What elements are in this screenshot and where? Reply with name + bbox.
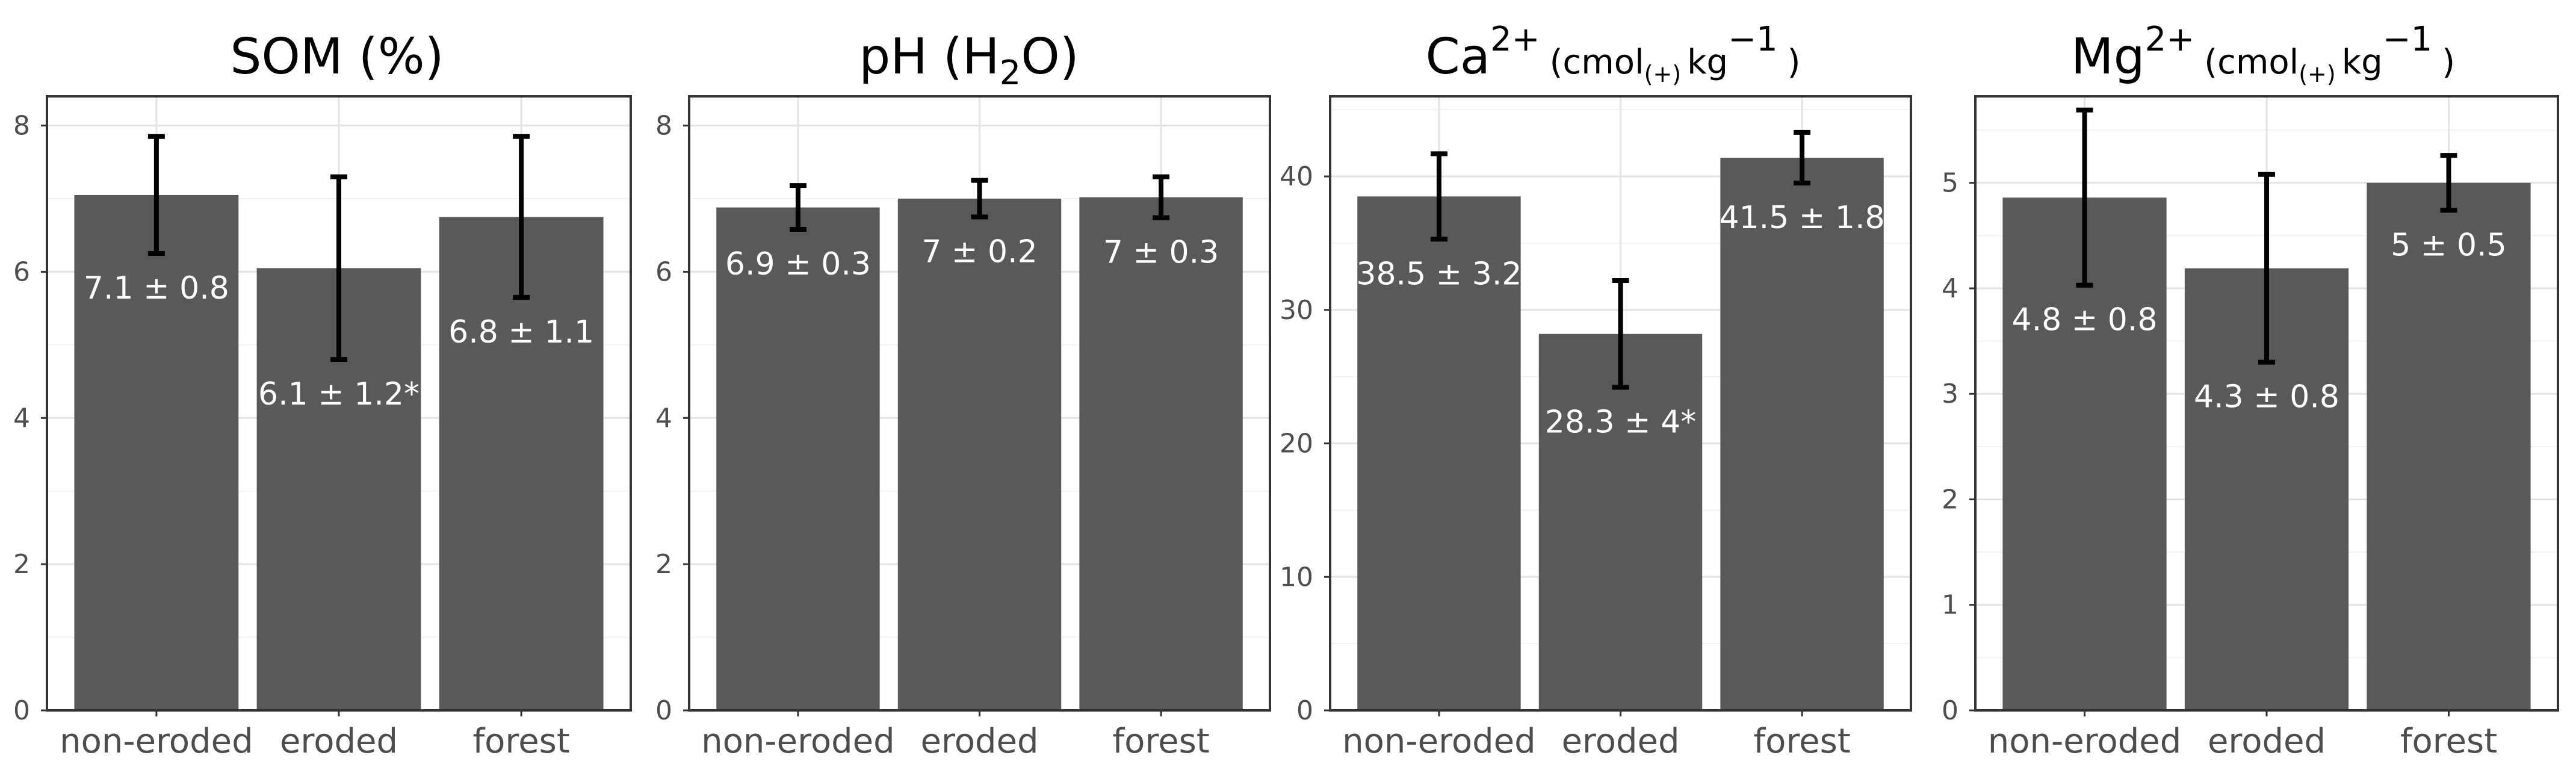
error-bar-eroded bbox=[1612, 278, 1629, 390]
bar-value-label: 38.5 ± 3.2 bbox=[1356, 256, 1522, 292]
title-part: 2+ bbox=[2145, 20, 2195, 59]
bar-forest bbox=[2367, 182, 2531, 711]
y-tick-label: 2 bbox=[1942, 484, 1958, 515]
bar-eroded bbox=[897, 199, 1062, 710]
error-bar-forest bbox=[513, 134, 530, 300]
panel-border bbox=[46, 95, 632, 712]
x-tick-label: eroded bbox=[1561, 722, 1679, 761]
error-bar-forest bbox=[2440, 153, 2457, 213]
x-tick-label: eroded bbox=[920, 722, 1038, 761]
title-part: kg bbox=[1687, 43, 1728, 82]
bar-non-eroded bbox=[716, 207, 880, 711]
title-part: O) bbox=[1021, 28, 1079, 85]
panel-title: SOM (%) bbox=[230, 28, 444, 85]
y-tick-label: 20 bbox=[1280, 429, 1313, 459]
panel-title: Mg2+(cmol(+) kg−1) bbox=[2071, 20, 2455, 87]
bar-value-label: 41.5 ± 1.8 bbox=[1720, 200, 1885, 236]
bar-forest bbox=[1079, 197, 1243, 711]
panel-border bbox=[1329, 95, 1912, 712]
x-tick-label: forest bbox=[2400, 722, 2497, 761]
title-part: (cmol bbox=[2204, 43, 2299, 82]
error-bar-eroded bbox=[971, 178, 988, 220]
title-part: 2+ bbox=[1490, 20, 1540, 59]
y-tick-label: 30 bbox=[1280, 295, 1313, 326]
bar-value-label: 7.1 ± 0.8 bbox=[84, 270, 229, 306]
bar-eroded bbox=[1538, 334, 1703, 710]
title-part: ) bbox=[1788, 43, 1801, 82]
bar-value-label: 4.8 ± 0.8 bbox=[2011, 302, 2157, 338]
x-tick-label: forest bbox=[1112, 722, 1209, 761]
y-tick-label: 2 bbox=[655, 549, 672, 580]
x-tick-label: forest bbox=[1753, 722, 1850, 761]
y-tick-label: 4 bbox=[13, 403, 30, 433]
error-bar-non-eroded bbox=[789, 183, 807, 232]
y-tick-label: 1 bbox=[1942, 590, 1958, 621]
y-tick-label: 2 bbox=[13, 549, 30, 580]
bar-forest bbox=[1720, 158, 1884, 710]
bar-non-eroded bbox=[1357, 196, 1521, 711]
y-tick-label: 0 bbox=[655, 695, 672, 726]
error-bar-non-eroded bbox=[1430, 151, 1447, 242]
error-bar-non-eroded bbox=[147, 134, 165, 256]
title-part: Mg bbox=[2071, 28, 2145, 85]
panel-mg: 0 1 2 3 4 5 4.8 ± 0.8 4.3 ± 0.8 5 ± 0.5 non-erode… bbox=[1942, 20, 2559, 761]
panel-border bbox=[688, 95, 1271, 712]
y-tick-label: 6 bbox=[13, 256, 30, 287]
panel-ca: 0 10 20 30 40 38.5 ± 3.2 28.3 ± 4* 41.5 ± 1.8 no… bbox=[1280, 20, 1912, 761]
x-tick-label: non-eroded bbox=[701, 722, 895, 761]
bar-value-label: 6.8 ± 1.1 bbox=[448, 314, 594, 350]
bar-value-label: 7 ± 0.3 bbox=[1103, 235, 1219, 271]
y-tick-label: 40 bbox=[1280, 161, 1313, 192]
y-tick-label: 6 bbox=[655, 256, 672, 287]
y-tick-label: 4 bbox=[1942, 273, 1958, 304]
x-tick-label: eroded bbox=[2208, 722, 2326, 761]
panel-title: Ca2+ (cmol(+) kg−1) bbox=[1426, 20, 1801, 87]
title-part: Ca bbox=[1426, 28, 1491, 85]
panel-border bbox=[1974, 95, 2559, 712]
bar-value-label: 4.3 ± 0.8 bbox=[2194, 379, 2339, 415]
title-part: pH (H bbox=[859, 28, 999, 85]
panel-som: 0 2 4 6 8 7.1 ± 0.8 6.1 ± 1.2* 6.8 ± 1.1 non-ero… bbox=[13, 28, 632, 761]
title-part: (cmol bbox=[1550, 43, 1644, 82]
x-tick-label: eroded bbox=[280, 722, 398, 761]
title-part: 2 bbox=[1000, 54, 1021, 93]
error-bar-forest bbox=[1794, 129, 1811, 186]
x-tick-label: non-eroded bbox=[1988, 722, 2182, 761]
y-tick-label: 0 bbox=[13, 695, 30, 726]
y-tick-label: 0 bbox=[1296, 695, 1313, 726]
title-part: −1 bbox=[2383, 20, 2433, 59]
panel-ph: 0 2 4 6 8 6.9 ± 0.3 7 ± 0.2 7 ± 0.3 non-eroded er… bbox=[655, 28, 1271, 761]
title-part: (+) bbox=[2299, 61, 2336, 87]
title-part: kg bbox=[2342, 43, 2383, 82]
x-tick-label: non-eroded bbox=[60, 722, 253, 761]
error-bar-non-eroded bbox=[2076, 107, 2093, 288]
error-bar-forest bbox=[1153, 174, 1170, 220]
bar-value-label: 6.9 ± 0.3 bbox=[725, 246, 871, 282]
y-tick-label: 5 bbox=[1942, 168, 1958, 199]
title-part: (+) bbox=[1644, 61, 1682, 87]
x-tick-label: forest bbox=[472, 722, 569, 761]
title-part: ) bbox=[2442, 43, 2455, 82]
bar-value-label: 6.1 ± 1.2* bbox=[258, 376, 420, 412]
bar-value-label: 7 ± 0.2 bbox=[921, 234, 1037, 270]
error-bar-eroded bbox=[330, 174, 347, 362]
error-bar-eroded bbox=[2258, 172, 2275, 365]
y-tick-label: 3 bbox=[1942, 379, 1958, 409]
y-tick-label: 4 bbox=[655, 403, 672, 433]
y-tick-label: 10 bbox=[1280, 562, 1313, 592]
title-part: SOM (%) bbox=[230, 28, 444, 85]
y-tick-label: 8 bbox=[655, 111, 672, 141]
title-part: −1 bbox=[1728, 20, 1778, 59]
y-tick-label: 8 bbox=[13, 111, 30, 141]
bar-non-eroded bbox=[74, 194, 239, 710]
bar-value-label: 28.3 ± 4* bbox=[1545, 404, 1697, 440]
x-tick-label: non-eroded bbox=[1342, 722, 1536, 761]
y-tick-label: 0 bbox=[1942, 695, 1958, 726]
bar-value-label: 5 ± 0.5 bbox=[2391, 227, 2506, 263]
panel-title: pH (H2O) bbox=[859, 28, 1079, 93]
